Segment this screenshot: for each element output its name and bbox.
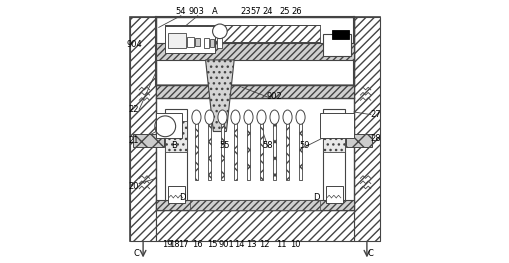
- Text: 901: 901: [218, 240, 234, 249]
- Text: 24: 24: [262, 7, 272, 16]
- Bar: [322, 121, 344, 152]
- Text: 54: 54: [175, 7, 186, 16]
- Ellipse shape: [243, 110, 252, 124]
- Text: D: D: [179, 193, 185, 202]
- Bar: [132, 134, 163, 147]
- Bar: [189, 200, 320, 210]
- Text: 18: 18: [169, 240, 180, 249]
- Bar: [272, 117, 275, 180]
- Bar: [165, 25, 320, 42]
- Text: 21: 21: [128, 136, 139, 145]
- Text: 20: 20: [128, 182, 139, 191]
- Text: 55: 55: [219, 141, 230, 150]
- Bar: [220, 117, 223, 180]
- Ellipse shape: [205, 110, 214, 124]
- Ellipse shape: [282, 110, 292, 124]
- Text: 12: 12: [259, 240, 269, 249]
- Bar: [325, 186, 342, 203]
- Bar: [156, 17, 353, 72]
- Ellipse shape: [295, 110, 304, 124]
- Bar: [217, 31, 222, 48]
- Bar: [156, 113, 182, 138]
- Bar: [210, 39, 214, 47]
- Text: 10: 10: [290, 240, 300, 249]
- Ellipse shape: [217, 110, 227, 124]
- Text: 22: 22: [128, 105, 139, 114]
- Text: A: A: [211, 7, 217, 16]
- Bar: [130, 17, 156, 241]
- Text: 26: 26: [291, 7, 302, 16]
- Ellipse shape: [269, 110, 278, 124]
- Text: 16: 16: [191, 240, 202, 249]
- Bar: [353, 17, 379, 241]
- Text: 58: 58: [262, 141, 273, 150]
- Bar: [234, 117, 237, 180]
- Bar: [298, 117, 301, 180]
- Text: 14: 14: [234, 240, 244, 249]
- Text: 28: 28: [370, 134, 381, 143]
- Bar: [156, 85, 353, 210]
- Bar: [156, 17, 353, 85]
- Bar: [156, 43, 353, 60]
- Text: 15: 15: [207, 240, 217, 249]
- Text: 903: 903: [188, 7, 204, 16]
- Bar: [165, 109, 187, 200]
- Text: 27: 27: [370, 110, 381, 119]
- Ellipse shape: [231, 110, 240, 124]
- Text: C: C: [133, 249, 139, 258]
- Circle shape: [212, 24, 227, 39]
- Ellipse shape: [191, 110, 201, 124]
- Bar: [194, 117, 197, 180]
- Bar: [167, 186, 184, 203]
- Bar: [165, 26, 214, 53]
- Text: 13: 13: [246, 240, 257, 249]
- Bar: [195, 38, 200, 45]
- Bar: [286, 117, 289, 180]
- Bar: [331, 30, 348, 39]
- Text: C: C: [367, 249, 373, 258]
- Text: 23: 23: [240, 7, 251, 16]
- Text: 17: 17: [178, 240, 188, 249]
- Text: 904: 904: [126, 40, 142, 49]
- Bar: [156, 210, 353, 241]
- Text: 902: 902: [266, 92, 282, 101]
- Text: 11: 11: [275, 240, 286, 249]
- Bar: [246, 117, 249, 180]
- Text: D: D: [313, 193, 319, 202]
- Ellipse shape: [257, 110, 266, 124]
- Text: 25: 25: [278, 7, 289, 16]
- Bar: [322, 34, 351, 56]
- Bar: [346, 134, 372, 147]
- Text: 57: 57: [250, 7, 260, 16]
- Bar: [156, 85, 353, 98]
- Text: B: B: [171, 141, 177, 150]
- Polygon shape: [205, 60, 234, 132]
- Bar: [167, 33, 186, 48]
- Bar: [156, 200, 353, 210]
- Bar: [165, 121, 187, 152]
- Bar: [322, 109, 344, 200]
- Text: 19: 19: [162, 240, 173, 249]
- Bar: [187, 37, 193, 47]
- Bar: [204, 38, 209, 48]
- Bar: [208, 117, 211, 180]
- Text: 59: 59: [299, 141, 309, 150]
- Bar: [260, 117, 263, 180]
- Bar: [130, 17, 379, 241]
- Bar: [320, 113, 353, 138]
